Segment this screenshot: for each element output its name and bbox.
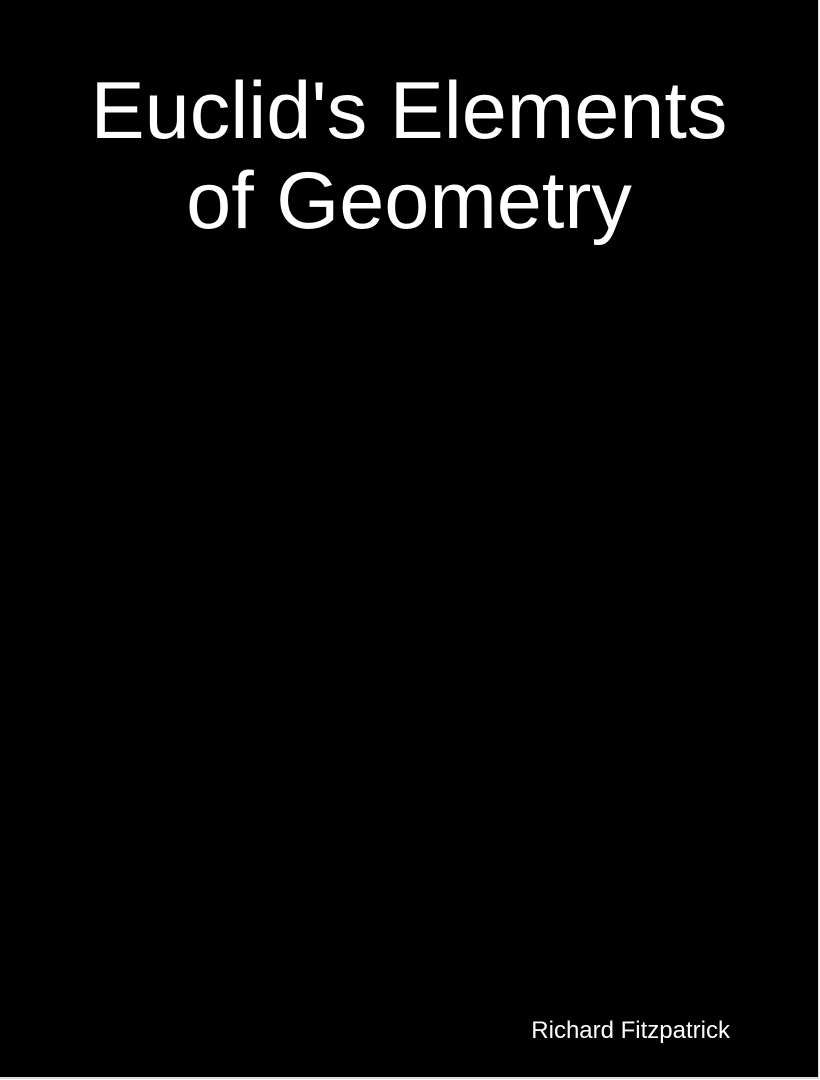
book-title-line-1: Euclid's Elements [90, 66, 728, 156]
author-name: Richard Fitzpatrick [531, 1017, 730, 1044]
book-title: Euclid's Elements of Geometry [0, 66, 818, 246]
book-title-line-2: of Geometry [186, 156, 632, 246]
